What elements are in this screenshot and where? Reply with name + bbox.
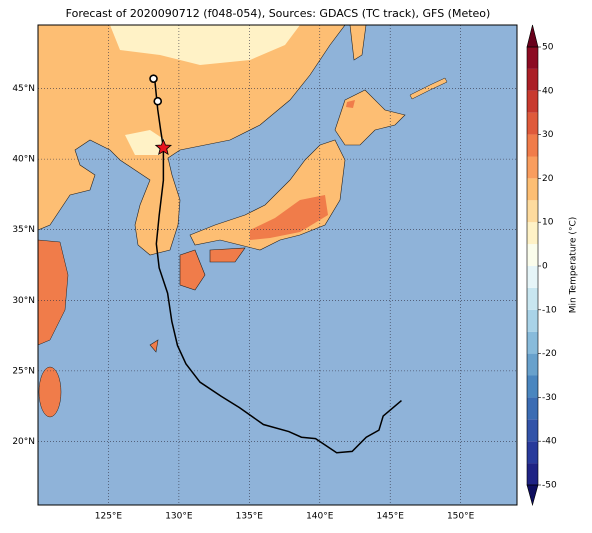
colorbar-tick-label: -10 xyxy=(542,305,557,315)
colorbar-segment xyxy=(527,178,538,201)
colorbar-tick-label: -40 xyxy=(542,437,557,447)
colorbar-segment xyxy=(527,419,538,442)
colorbar-segment xyxy=(527,222,538,245)
colorbar-segment xyxy=(527,134,538,157)
map xyxy=(37,24,517,505)
cool-region xyxy=(110,25,300,65)
colorbar-label: Min Temperature (°C) xyxy=(569,217,579,314)
colorbar-segment xyxy=(527,353,538,376)
colorbar-segment xyxy=(527,244,538,266)
taiwan xyxy=(38,366,62,418)
colorbar-tick-label: 10 xyxy=(542,218,554,228)
islands xyxy=(149,339,159,353)
colorbar-tick-label: 40 xyxy=(542,86,554,96)
plot-layer: 125°E 130°E 135°E 140°E 145°E 150°E 20°N 25°N 30… xyxy=(12,24,557,522)
cool-region xyxy=(125,130,165,155)
star-marker xyxy=(154,138,173,156)
colorbar-segment xyxy=(527,266,538,288)
x-tick-label: 135°E xyxy=(236,512,264,522)
y-tick-label: 25°N xyxy=(12,366,35,376)
colorbar-segment xyxy=(527,463,538,485)
frame xyxy=(37,24,518,506)
warm-region xyxy=(346,100,355,108)
kyushu xyxy=(179,249,206,291)
y-tick-label: 30°N xyxy=(12,296,35,306)
colorbar-segment xyxy=(527,90,538,113)
colorbar-tick-label: 20 xyxy=(542,174,554,184)
colorbar-segment xyxy=(527,287,538,310)
colorbar-tick-label: 50 xyxy=(542,43,554,53)
y-tick-label: 40°N xyxy=(12,155,35,165)
colorbar-tick-label: -30 xyxy=(542,393,557,403)
x-tick-label: 150°E xyxy=(447,512,475,522)
colorbar-segment xyxy=(527,200,538,223)
colorbar-segment xyxy=(527,375,538,398)
colorbar-segment xyxy=(527,397,538,420)
x-tick-label: 130°E xyxy=(165,512,193,522)
circle-marker xyxy=(149,74,158,83)
colorbar-tick-label: 30 xyxy=(542,130,554,140)
chart-title: Forecast of 2020090712 (f048-054), Sourc… xyxy=(66,7,491,20)
x-tick-label: 145°E xyxy=(377,512,405,522)
colorbar-segment xyxy=(527,309,538,332)
tc-track xyxy=(154,81,402,454)
y-tick-label: 45°N xyxy=(12,84,35,94)
colorbar-segment xyxy=(527,331,538,354)
colorbar-extend xyxy=(526,24,539,48)
colorbar-tick-label: 0 xyxy=(542,262,548,272)
y-tick-label: 35°N xyxy=(12,225,35,235)
shikoku xyxy=(209,247,246,263)
colorbar-segment xyxy=(527,156,538,179)
colorbar-segment xyxy=(527,441,538,464)
x-tick-label: 125°E xyxy=(95,512,123,522)
colorbar-segment xyxy=(527,112,538,135)
colorbar-tick-label: -50 xyxy=(542,481,557,491)
circle-marker xyxy=(153,96,163,106)
colorbar-segment xyxy=(527,68,538,91)
colorbar-extend xyxy=(526,484,539,507)
y-tick-label: 20°N xyxy=(12,437,35,447)
mainland xyxy=(37,24,346,256)
colorbar-segment xyxy=(527,47,538,69)
colorbar-tick-label: -20 xyxy=(542,349,557,359)
x-tick-label: 140°E xyxy=(306,512,334,522)
warm-region xyxy=(250,195,328,240)
